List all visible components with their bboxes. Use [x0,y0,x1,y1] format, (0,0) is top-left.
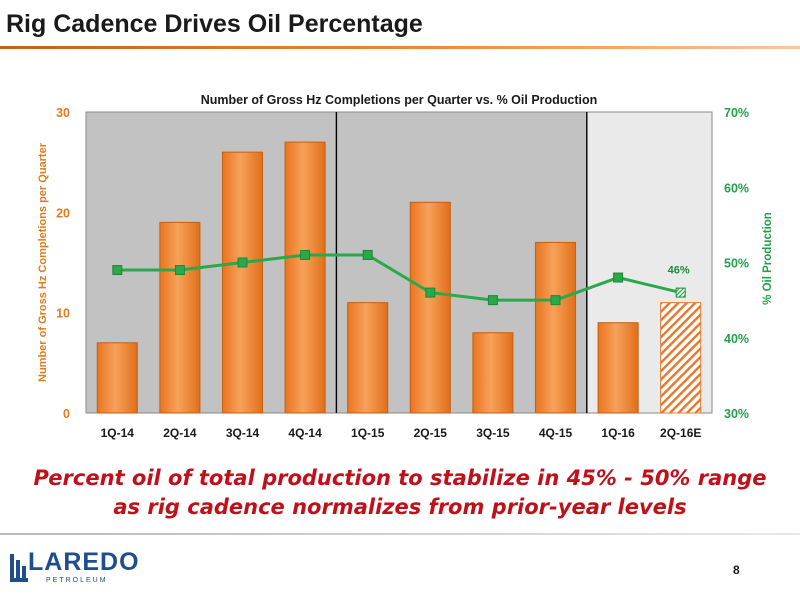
bar [96,342,138,414]
chart-title: Number of Gross Hz Completions per Quart… [201,93,598,107]
bar [409,201,451,414]
category-label: 2Q-15 [414,426,448,440]
bar [347,302,389,414]
left-axis-title: Number of Gross Hz Completions per Quart… [37,142,49,382]
oil-point [174,265,185,276]
title-divider [0,46,800,49]
oil-point [362,249,373,260]
category-label: 2Q-14 [163,426,197,440]
bar [221,151,264,414]
right-axis-tick: 50% [724,257,749,271]
category-label: 4Q-14 [288,426,322,440]
completions-vs-oil-chart: Number of Gross Hz Completions per Quart… [37,93,774,440]
right-axis-tick: 30% [724,407,749,421]
category-label: 2Q-16E [660,426,701,440]
left-axis-tick: 30 [56,106,70,120]
oil-point [237,257,248,268]
oil-point [300,249,311,260]
bar-estimate [660,302,702,414]
oil-point [425,287,436,298]
left-axis-tick: 0 [63,407,70,421]
category-label: 3Q-15 [476,426,510,440]
bar [284,141,326,414]
bar [534,241,577,414]
oil-point [613,272,624,283]
company-logo: LAREDO PETROLEUM [10,548,160,590]
category-label: 1Q-16 [601,426,635,440]
slide-title: Rig Cadence Drives Oil Percentage [6,10,423,38]
category-label: 3Q-14 [226,426,260,440]
right-axis-tick: 70% [724,106,749,120]
bar [159,221,201,414]
right-axis-tick: 60% [724,181,749,195]
category-label: 4Q-15 [539,426,573,440]
footer-divider [0,533,800,535]
page-number: 8 [733,563,740,577]
oil-point-estimate [675,287,686,298]
caption-text: Percent oil of total production to stabi… [33,466,767,519]
logo-mark-icon [10,554,28,582]
bar [472,332,514,414]
oil-point [487,295,498,306]
category-label: 1Q-15 [351,426,385,440]
oil-point [550,295,561,306]
bar [597,322,639,414]
data-label-oil-estimate: 46% [668,265,690,277]
oil-percentage-line [117,253,682,302]
plot-frame [85,111,713,414]
left-axis-tick: 10 [56,307,70,321]
left-axis-tick: 20 [56,206,70,220]
logo-subtitle: PETROLEUM [46,577,108,584]
category-label: 1Q-14 [101,426,135,440]
oil-point [112,265,123,276]
right-axis-tick: 40% [724,332,749,346]
logo-wordmark: LAREDO [28,548,140,576]
right-axis-title: % Oil Production [762,212,774,305]
